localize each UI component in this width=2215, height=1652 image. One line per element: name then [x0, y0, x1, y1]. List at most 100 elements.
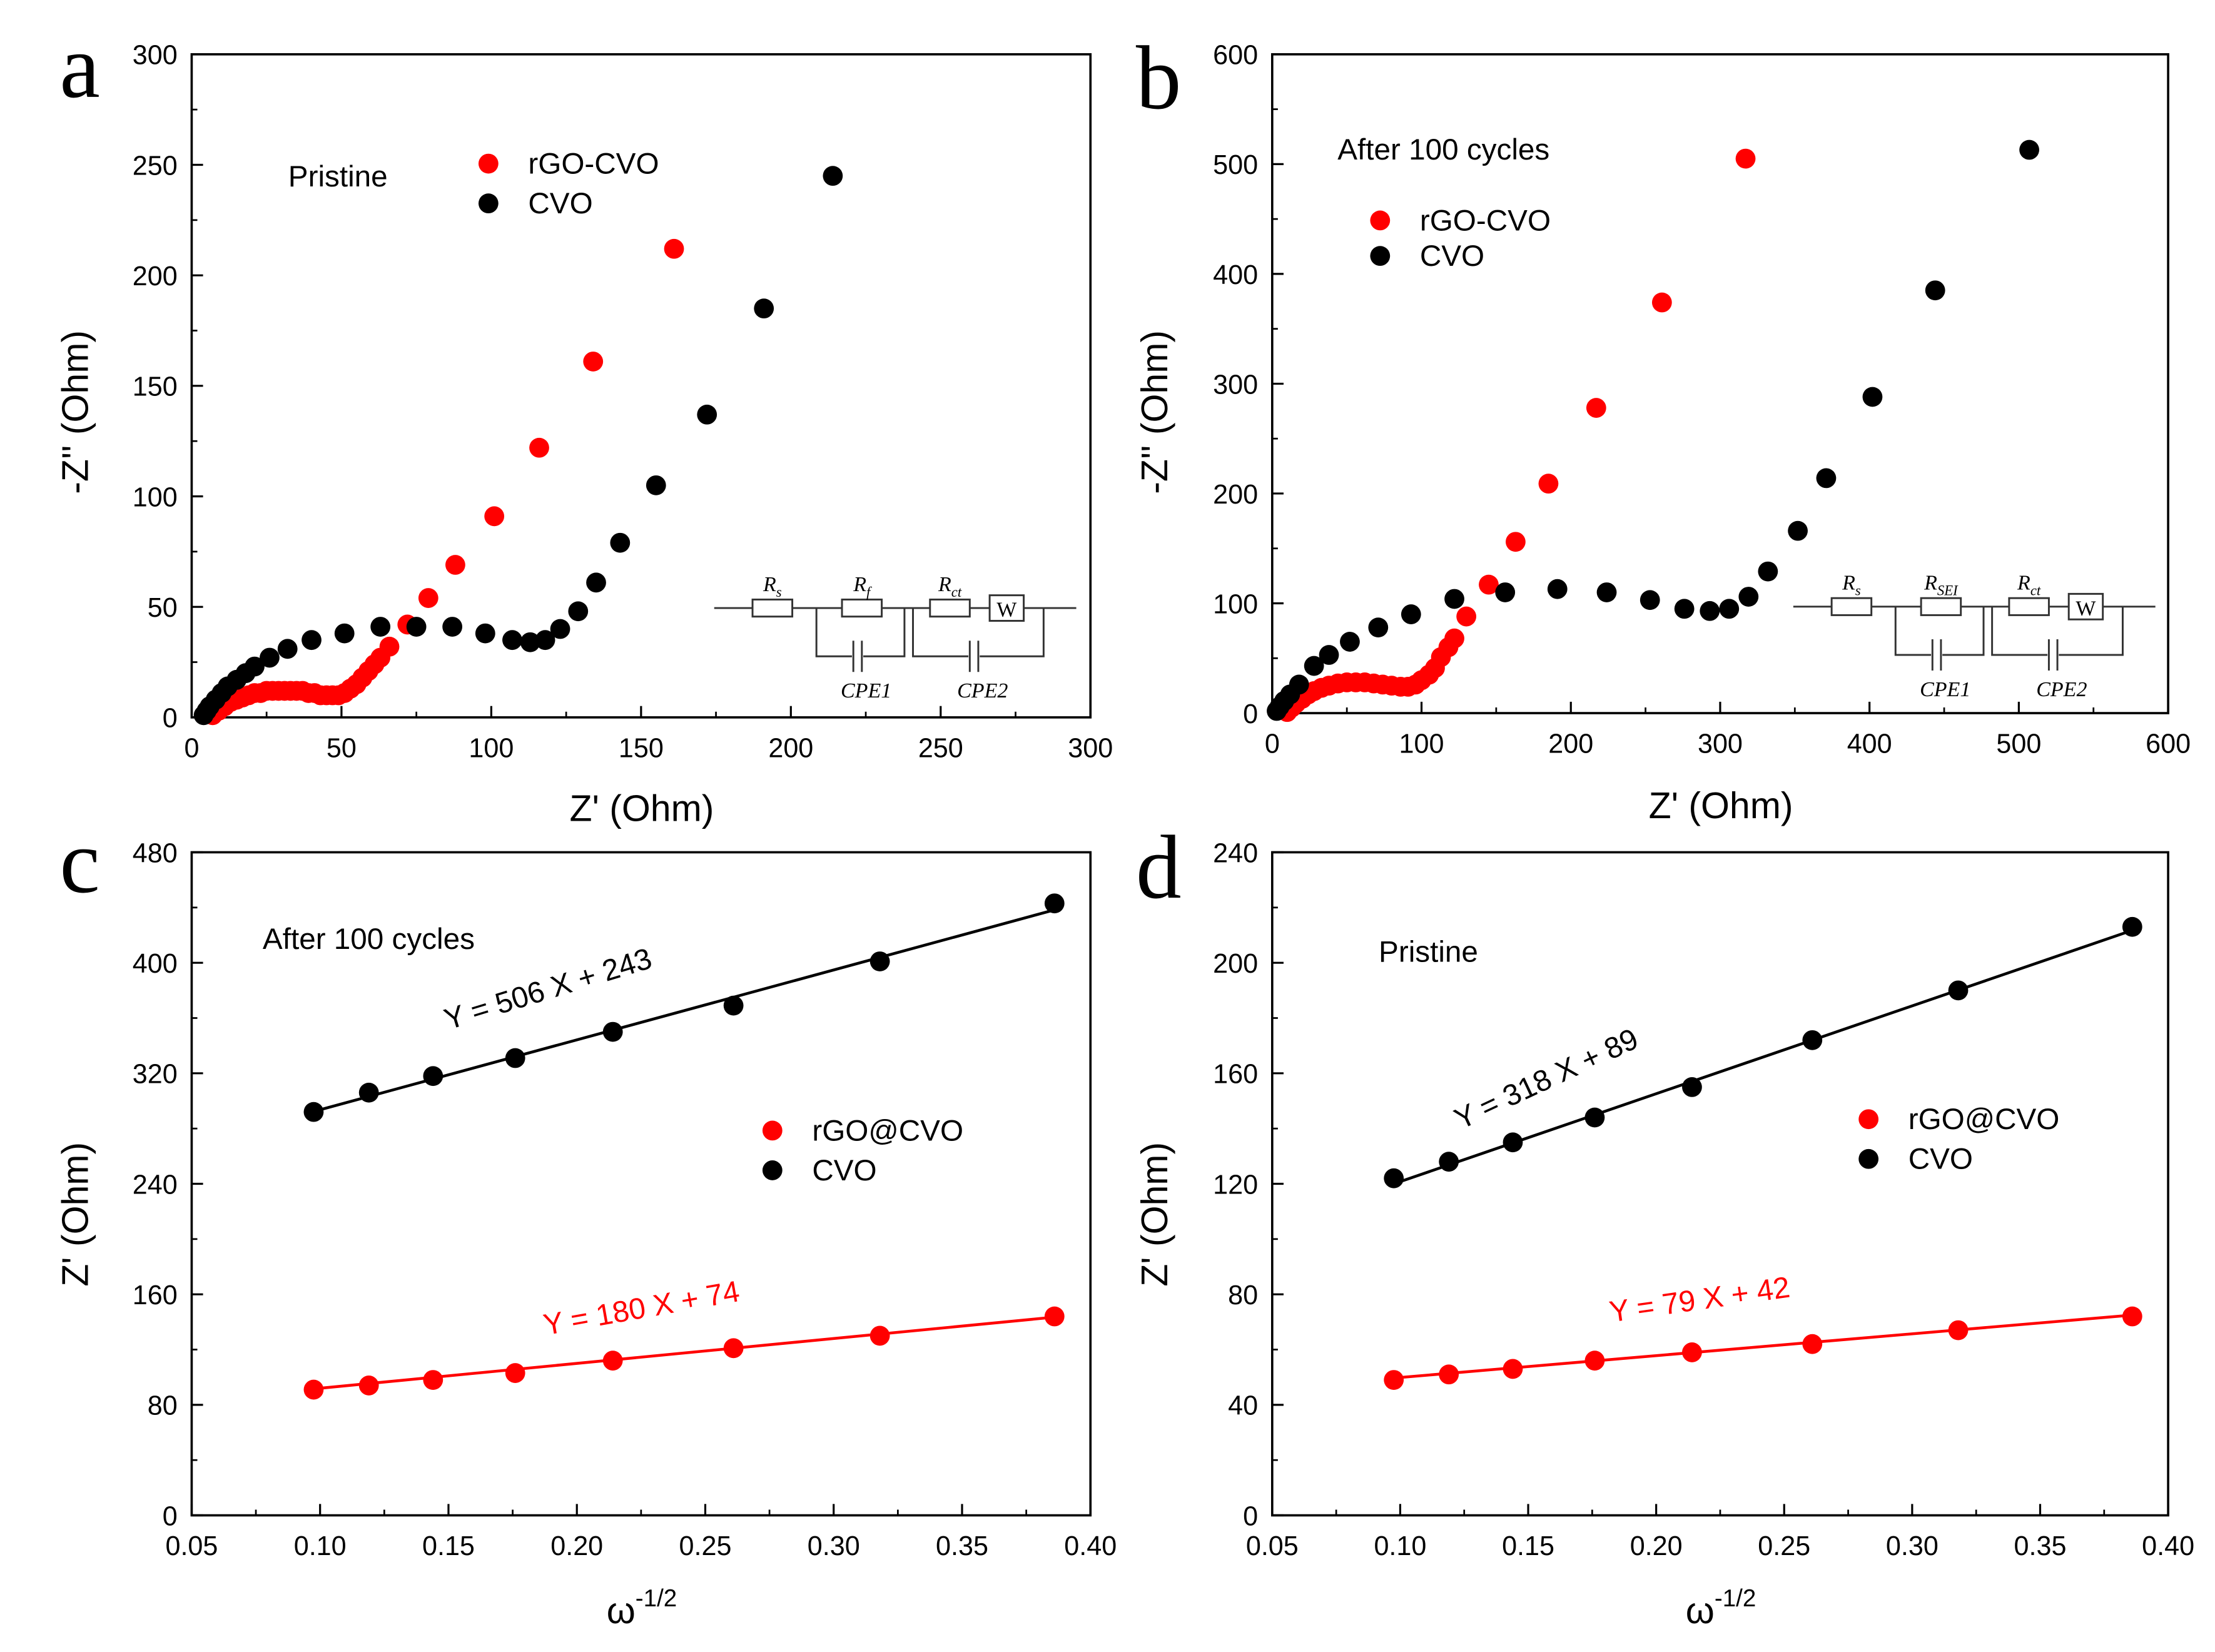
circuit-label-main: R [938, 573, 951, 596]
x-tick-label: 100 [469, 733, 514, 763]
legend-label: rGO-CVO [1420, 204, 1551, 237]
panel-b: b 0 100 200 300 400 500 600 0 100 200 300 400 500 600 -… [1134, 28, 2191, 826]
x-tick-label: 600 [2146, 729, 2191, 759]
legend-marker [1858, 1148, 1879, 1169]
data-point [1340, 632, 1360, 652]
equivalent-circuit [714, 594, 1077, 674]
data-point [260, 647, 280, 668]
resistor-rs [1830, 597, 1873, 616]
data-point [358, 1082, 379, 1103]
equivalent-circuit [1793, 592, 2156, 672]
data-point [1586, 398, 1606, 418]
data-point [442, 617, 463, 637]
warburg-box [988, 594, 1025, 622]
data-point [1862, 387, 1883, 407]
legend-label: CVO [1420, 240, 1484, 273]
data-point [1444, 589, 1464, 609]
data-point [1456, 606, 1477, 627]
data-point [754, 298, 774, 319]
panel-annotation: Pristine [1379, 935, 1478, 968]
data-point [1925, 280, 1945, 301]
circuit-label-main: R [763, 573, 776, 596]
circuit-label: Rct [938, 573, 962, 600]
data-point [583, 352, 604, 372]
y-tick-label: 80 [1228, 1280, 1258, 1310]
data-point [1651, 292, 1672, 313]
x-tick-label: 0.05 [1246, 1531, 1299, 1561]
circuit-label: Rs [1842, 572, 1861, 599]
data-point [586, 572, 606, 593]
circuit-label-sub: ct [2030, 583, 2041, 599]
data-point [1439, 1364, 1459, 1385]
y-tick-label: 100 [133, 482, 178, 512]
data-point [1674, 599, 1695, 619]
x-tick-label: 150 [619, 733, 664, 763]
resistor-rs [751, 598, 794, 618]
data-point [869, 1325, 890, 1346]
data-point [1289, 674, 1309, 695]
circuit-label-main: R [1842, 572, 1855, 595]
x-axis-title: Z' (Ohm) [570, 788, 714, 829]
data-point [1319, 645, 1339, 665]
y-tick-label: 500 [1213, 150, 1258, 180]
data-point [1948, 1320, 1969, 1340]
x-tick-label: 0 [184, 733, 199, 763]
data-point [550, 619, 570, 639]
x-axis-title-main: Z' (Ohm) [570, 788, 714, 829]
y-axis-title: -Z'' (Ohm) [1134, 330, 1175, 494]
series-rGO@CVO: Y = 180 X + 74 [303, 1275, 1065, 1400]
panel-letter: d [1136, 818, 1182, 918]
y-tick-label: 400 [1213, 260, 1258, 290]
data-point [445, 555, 465, 575]
data-point [1384, 1168, 1404, 1188]
y-tick-label: 320 [133, 1060, 178, 1090]
cpe1-label: CPE1 [841, 679, 891, 702]
data-point [1044, 893, 1065, 914]
y-tick-label: 100 [1213, 589, 1258, 619]
x-tick-label: 0.15 [1502, 1531, 1554, 1561]
data-point [1584, 1350, 1605, 1371]
y-tick-label: 300 [133, 41, 178, 71]
panel-d: d 0.05 0.10 0.15 0.20 0.25 0.30 0.35 0.40 0 40 80 12… [1134, 818, 2194, 1631]
legend-marker [478, 193, 499, 214]
data-point [423, 1066, 444, 1087]
legend-marker [762, 1120, 783, 1141]
cpe2-label: CPE2 [2036, 678, 2087, 701]
y-tick-label: 160 [1213, 1060, 1258, 1090]
circuit-label-main: R [2017, 572, 2030, 595]
y-tick-label: 80 [148, 1391, 178, 1421]
x-tick-label: 0.10 [1374, 1531, 1426, 1561]
data-point [869, 951, 890, 971]
cpe2-symbol-gap [2047, 637, 2059, 672]
y-axis-title: Z' (Ohm) [55, 1142, 96, 1287]
x-tick-label: 300 [1698, 729, 1743, 759]
circuit-label: Rct [2017, 572, 2041, 599]
panel-letter: c [59, 812, 99, 912]
data-point [2122, 1306, 2142, 1327]
data-point [664, 238, 684, 259]
x-axis-title-main: Z' (Ohm) [1649, 785, 1793, 826]
x-axis-title: ω-1/2 [1686, 1585, 1756, 1631]
fit-equation: Y = 318 X + 89 [1449, 1022, 1643, 1136]
data-point [1368, 617, 1389, 638]
legend-marker [1858, 1109, 1879, 1130]
x-tick-label: 300 [1068, 733, 1113, 763]
x-axis-title-main: ω [607, 1590, 636, 1631]
cpe2-label: CPE2 [957, 679, 1008, 702]
y-tick-label: 200 [133, 261, 178, 291]
legend-marker [1370, 210, 1391, 231]
cpe1-symbol-gap [851, 639, 864, 674]
data-point [303, 1102, 324, 1122]
series-CVO [193, 166, 843, 726]
circuit-label-sub: ct [951, 584, 962, 600]
x-axis-title: Z' (Ohm) [1649, 785, 1793, 826]
data-point [1802, 1030, 1823, 1050]
y-tick-label: 240 [1213, 838, 1258, 868]
x-tick-label: 0.35 [936, 1531, 988, 1561]
x-tick-label: 200 [1548, 729, 1593, 759]
x-tick-label: 200 [768, 733, 813, 763]
circuit-label-main: R [1924, 572, 1937, 595]
data-point [1495, 582, 1516, 602]
data-point [1304, 656, 1324, 676]
